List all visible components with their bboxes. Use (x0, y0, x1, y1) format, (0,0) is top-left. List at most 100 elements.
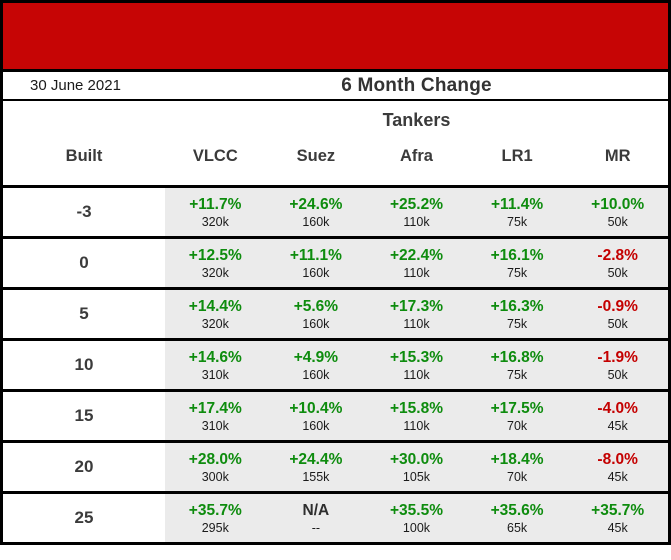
row-cells: +14.6% 310k +4.9% 160k +15.3% 110k +16.8… (165, 341, 668, 389)
percent-change-value: +14.4% (188, 297, 242, 315)
change-cell: +15.8% 110k (366, 392, 467, 440)
percent-change-value: +18.4% (490, 450, 544, 468)
built-value: 10 (3, 341, 165, 389)
table-row: 5 +14.4% 320k +5.6% 160k +17.3% 110k +16… (3, 287, 668, 338)
column-header-row: Built VLCC Suez Afra LR1 MR (3, 133, 668, 179)
table-row: 0 +12.5% 320k +11.1% 160k +22.4% 110k +1… (3, 236, 668, 287)
change-cell: +15.3% 110k (366, 341, 467, 389)
change-cell: +5.6% 160k (266, 290, 367, 338)
percent-change-value: -4.0% (597, 399, 638, 417)
vessel-size-value: 100k (402, 520, 431, 535)
percent-change-value: +35.5% (389, 501, 443, 519)
percent-change-value: -8.0% (597, 450, 638, 468)
table-row: 20 +28.0% 300k +24.4% 155k +30.0% 105k +… (3, 440, 668, 491)
percent-change-value: +10.0% (591, 195, 645, 213)
change-cell: +30.0% 105k (366, 443, 467, 491)
change-cell: -8.0% 45k (567, 443, 668, 491)
vessel-size-value: 45k (607, 520, 628, 535)
change-cell: -1.9% 50k (567, 341, 668, 389)
percent-change-value: +16.8% (490, 348, 544, 366)
period-title: 6 Month Change (341, 74, 492, 96)
percent-change-value: -0.9% (597, 297, 638, 315)
vessel-size-value: 155k (302, 469, 330, 484)
report-subheader: 30 June 2021 6 Month Change (3, 72, 668, 101)
percent-change-value: +4.9% (293, 348, 339, 366)
built-value: 20 (3, 443, 165, 491)
change-cell: +14.6% 310k (165, 341, 266, 389)
row-cells: +12.5% 320k +11.1% 160k +22.4% 110k +16.… (165, 239, 668, 287)
change-cell: -4.0% 45k (567, 392, 668, 440)
percent-change-value: +14.6% (188, 348, 242, 366)
vessel-type-headers: VLCC Suez Afra LR1 MR (165, 147, 668, 166)
change-cell: +28.0% 300k (165, 443, 266, 491)
change-cell: +11.4% 75k (467, 188, 568, 236)
vessel-size-value: 320k (201, 316, 229, 331)
change-cell: +17.4% 310k (165, 392, 266, 440)
section-title: Tankers (382, 110, 451, 130)
change-cell: +14.4% 320k (165, 290, 266, 338)
percent-change-value: +12.5% (188, 246, 242, 264)
percent-change-value: N/A (302, 501, 330, 519)
vessel-size-value: 160k (302, 418, 330, 433)
change-cell: +4.9% 160k (266, 341, 367, 389)
change-cell: +24.4% 155k (266, 443, 367, 491)
vessel-type-header: MR (604, 146, 631, 165)
percent-change-value: +35.6% (490, 501, 544, 519)
change-cell: +10.0% 50k (567, 188, 668, 236)
built-value: 25 (3, 494, 165, 542)
percent-change-value: +16.3% (490, 297, 544, 315)
change-cell: +12.5% 320k (165, 239, 266, 287)
vessel-size-value: 50k (607, 214, 628, 229)
vessel-size-value: 70k (507, 469, 528, 484)
change-cell: +10.4% 160k (266, 392, 367, 440)
row-cells: +35.7% 295k N/A -- +35.5% 100k +35.6% 65… (165, 494, 668, 542)
table-row: 15 +17.4% 310k +10.4% 160k +15.8% 110k +… (3, 389, 668, 440)
vessel-size-value: 110k (403, 316, 430, 331)
vessel-size-value: 110k (403, 265, 430, 280)
vessel-size-value: 75k (507, 316, 528, 331)
percent-change-value: +35.7% (188, 501, 242, 519)
row-cells: +11.7% 320k +24.6% 160k +25.2% 110k +11.… (165, 188, 668, 236)
vessel-size-value: 160k (302, 367, 330, 382)
vessel-size-value: 75k (507, 214, 528, 229)
change-cell: +35.7% 45k (567, 494, 668, 542)
table-header: Tankers Built VLCC Suez Afra LR1 MR (3, 101, 668, 185)
percent-change-value: +17.3% (389, 297, 443, 315)
brand-banner (3, 3, 668, 72)
change-cell: -2.8% 50k (567, 239, 668, 287)
row-cells: +28.0% 300k +24.4% 155k +30.0% 105k +18.… (165, 443, 668, 491)
built-value: 15 (3, 392, 165, 440)
change-cell: +35.7% 295k (165, 494, 266, 542)
built-value: 0 (3, 239, 165, 287)
percent-change-value: +22.4% (389, 246, 443, 264)
row-cells: +17.4% 310k +10.4% 160k +15.8% 110k +17.… (165, 392, 668, 440)
vessel-size-value: 110k (403, 367, 430, 382)
percent-change-value: -1.9% (597, 348, 638, 366)
change-cell: +11.1% 160k (266, 239, 367, 287)
percent-change-value: +28.0% (188, 450, 242, 468)
change-cell: +17.5% 70k (467, 392, 568, 440)
change-cell: +22.4% 110k (366, 239, 467, 287)
change-cell: +16.1% 75k (467, 239, 568, 287)
table-row: 25 +35.7% 295k N/A -- +35.5% 100k +35.6%… (3, 491, 668, 542)
table-row: -3 +11.7% 320k +24.6% 160k +25.2% 110k +… (3, 185, 668, 236)
built-column-header: Built (65, 146, 103, 165)
percent-change-value: +25.2% (389, 195, 443, 213)
change-cell: +24.6% 160k (266, 188, 367, 236)
change-cell: +18.4% 70k (467, 443, 568, 491)
percent-change-value: +5.6% (293, 297, 339, 315)
vessel-size-value: 160k (302, 265, 330, 280)
change-cell: +16.3% 75k (467, 290, 568, 338)
vessel-size-value: 105k (402, 469, 431, 484)
change-cell: +16.8% 75k (467, 341, 568, 389)
vessel-size-value: 65k (507, 520, 528, 535)
table-row: 10 +14.6% 310k +4.9% 160k +15.3% 110k +1… (3, 338, 668, 389)
vessel-size-value: 160k (302, 214, 330, 229)
vessel-size-value: 110k (403, 214, 430, 229)
percent-change-value: +17.5% (490, 399, 544, 417)
percent-change-value: +24.6% (289, 195, 343, 213)
change-cell: N/A -- (266, 494, 367, 542)
vessel-size-value: 160k (302, 316, 330, 331)
change-cell: +17.3% 110k (366, 290, 467, 338)
vessel-size-value: -- (311, 520, 321, 535)
